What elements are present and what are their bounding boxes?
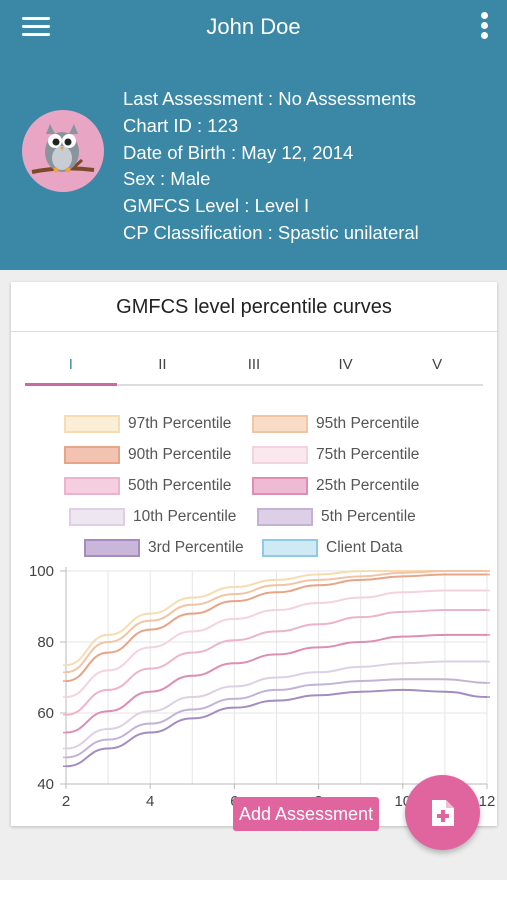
app-header: John Doe Last Assessment : No A bbox=[0, 0, 507, 270]
legend-label: 5th Percentile bbox=[321, 508, 416, 525]
legend-swatch bbox=[252, 477, 308, 495]
hamburger-menu-icon[interactable] bbox=[22, 14, 50, 40]
legend-item-5th[interactable]: 5th Percentile bbox=[257, 507, 416, 527]
percentile-line-chart: 40608010024681012 bbox=[29, 563, 496, 810]
tab-level-1[interactable]: I bbox=[25, 350, 117, 386]
legend-swatch bbox=[84, 539, 140, 557]
legend-swatch bbox=[64, 477, 120, 495]
last-assessment-text: Last Assessment : No Assessments bbox=[123, 88, 417, 109]
patient-name-title: John Doe bbox=[206, 14, 301, 39]
date-of-birth-text: Date of Birth : May 12, 2014 bbox=[123, 141, 354, 163]
card-title: GMFCS level percentile curves bbox=[11, 282, 497, 332]
x-tick-label: 4 bbox=[146, 793, 154, 810]
legend-item-95th[interactable]: 95th Percentile bbox=[252, 414, 419, 434]
legend-item-25th[interactable]: 25th Percentile bbox=[252, 476, 419, 496]
tab-level-4[interactable]: IV bbox=[338, 356, 353, 373]
legend-swatch bbox=[257, 508, 313, 526]
tab-level-2[interactable]: II bbox=[158, 356, 167, 373]
gmfcs-level-tabs: I II III IV V bbox=[25, 350, 483, 386]
y-tick-label: 60 bbox=[37, 705, 54, 722]
legend-label: 50th Percentile bbox=[128, 477, 232, 494]
add-assessment-label[interactable]: Add Assessment bbox=[233, 797, 380, 831]
patient-info: Last Assessment : No Assessments Chart I… bbox=[123, 86, 419, 247]
legend-label: 97th Percentile bbox=[128, 415, 232, 432]
add-document-icon bbox=[432, 800, 454, 826]
bottom-strip bbox=[0, 880, 507, 900]
legend-swatch bbox=[64, 415, 120, 433]
legend-label: 75th Percentile bbox=[316, 446, 420, 463]
y-tick-label: 80 bbox=[37, 634, 54, 651]
legend-item-50th[interactable]: 50th Percentile bbox=[64, 476, 231, 496]
legend-swatch bbox=[252, 415, 308, 433]
x-tick-label: 2 bbox=[62, 793, 70, 810]
legend-swatch bbox=[64, 446, 120, 464]
legend-item-90th[interactable]: 90th Percentile bbox=[64, 445, 231, 465]
gmfcs-level-text: GMFCS Level : Level I bbox=[123, 195, 310, 217]
legend-swatch bbox=[252, 446, 308, 464]
y-tick-label: 100 bbox=[29, 563, 54, 580]
legend-label: 10th Percentile bbox=[133, 508, 237, 525]
chart-id-text: Chart ID : 123 bbox=[123, 114, 239, 136]
legend-label: 90th Percentile bbox=[128, 446, 232, 463]
y-tick-label: 40 bbox=[37, 776, 54, 793]
legend-item-10th[interactable]: 10th Percentile bbox=[69, 507, 236, 527]
legend-label: 95th Percentile bbox=[316, 415, 420, 432]
legend-item-3rd[interactable]: 3rd Percentile bbox=[84, 538, 244, 558]
tab-level-5[interactable]: V bbox=[432, 356, 443, 373]
legend-item-client-data[interactable]: Client Data bbox=[262, 538, 403, 558]
legend-item-97th[interactable]: 97th Percentile bbox=[64, 414, 231, 434]
legend-label: 3rd Percentile bbox=[148, 539, 244, 556]
owl-avatar-icon bbox=[22, 110, 104, 192]
more-vertical-icon[interactable] bbox=[477, 12, 491, 42]
percentile-chart-card: GMFCS level percentile curves I II III I… bbox=[11, 282, 497, 826]
legend-label: 25th Percentile bbox=[316, 477, 420, 494]
cp-classification-text: CP Classification : Spastic unilateral bbox=[123, 221, 419, 243]
x-tick-label: 12 bbox=[479, 793, 496, 810]
tab-level-3[interactable]: III bbox=[247, 356, 261, 373]
legend-item-75th[interactable]: 75th Percentile bbox=[252, 445, 419, 465]
legend-swatch bbox=[262, 539, 318, 557]
legend-swatch bbox=[69, 508, 125, 526]
sex-text: Sex : Male bbox=[123, 168, 211, 190]
legend-label: Client Data bbox=[326, 539, 403, 556]
add-assessment-button[interactable] bbox=[405, 775, 480, 850]
